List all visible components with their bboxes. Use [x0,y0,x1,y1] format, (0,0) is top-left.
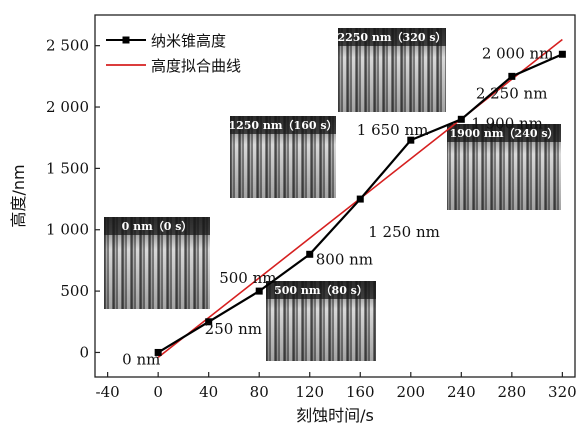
series-layer [154,38,566,358]
y-axis-title: 高度/nm [9,164,28,227]
y-tick-label: 1 500 [46,159,89,177]
x-tick-label: 80 [250,383,269,401]
data-point [457,115,465,123]
legend-label-fit: 高度拟合曲线 [151,57,241,75]
y-tick-label: 500 [60,282,89,300]
y-tick-label: 2 500 [46,37,89,55]
x-axis-title: 刻蚀时间/s [296,406,374,425]
data-point [558,50,566,58]
point-annotation: 2 000 nm [482,44,554,62]
sem-inset-label: 500 nm（80 s） [274,284,368,297]
sem-inset: 1900 nm（240 s） [447,124,561,210]
x-tick-label: 320 [548,383,577,401]
sem-inset: 500 nm（80 s） [266,281,376,361]
axis-ticks: -40 0 40 80 120 160 200 240 280 320 0 500 1 000 1 500… [46,37,577,401]
sem-inset-label: 1900 nm（240 s） [449,127,558,140]
data-point [154,348,162,356]
data-point [306,250,314,258]
point-annotation: 0 nm [122,350,160,368]
sem-inset-label: 2250 nm（320 s） [337,31,446,44]
sem-inset-label-bg [230,116,336,134]
data-point [356,195,364,203]
point-annotation: 2 250 nm [476,84,548,102]
y-tick-label: 2 000 [46,98,89,116]
legend: 纳米锥高度 高度拟合曲线 [106,32,241,75]
point-annotation: 1 650 nm [357,121,429,139]
point-annotation: 500 nm [219,269,276,287]
sem-inset-label: 0 nm（0 s） [122,220,193,233]
data-point [205,318,213,326]
y-tick-label: 1 000 [46,221,89,239]
x-tick-label: 200 [396,383,425,401]
data-point [508,72,516,80]
x-tick-label: 40 [199,383,218,401]
y-tick-label: 0 [79,343,89,361]
data-point [407,136,415,144]
point-annotation: 250 nm [205,320,262,338]
annotation-layer: 0 nm 250 nm 500 nm 800 nm 1 250 nm 1 650 nm 1 … [122,44,553,368]
sem-inset: 1250 nm（160 s） [228,116,338,198]
x-tick-label: 240 [447,383,476,401]
plot-frame [94,14,576,378]
point-annotation: 800 nm [316,250,373,268]
sem-inset-label-bg [338,28,446,46]
x-tick-label: 280 [498,383,527,401]
legend-marker-height [122,36,130,44]
x-tick-label: 120 [295,383,324,401]
point-annotation: 1 250 nm [368,223,440,241]
point-annotation: 1 900 nm [471,114,543,132]
sem-inset: 0 nm（0 s） [104,217,210,309]
x-tick-label: 0 [153,383,163,401]
sem-inset-label: 1250 nm（160 s） [228,119,337,132]
sem-insets: 0 nm（0 s） 500 nm（80 s） 1250 nm（160 s） 2250 … [104,28,561,361]
sem-inset-label-bg [104,217,210,235]
sem-inset: 2250 nm（320 s） [337,28,447,112]
legend-label-height: 纳米锥高度 [151,32,226,50]
sem-inset-label-bg [447,124,561,142]
sem-inset-label-bg [266,281,376,299]
x-tick-label: 160 [346,383,375,401]
x-tick-label: -40 [96,383,120,401]
data-point [255,287,263,295]
